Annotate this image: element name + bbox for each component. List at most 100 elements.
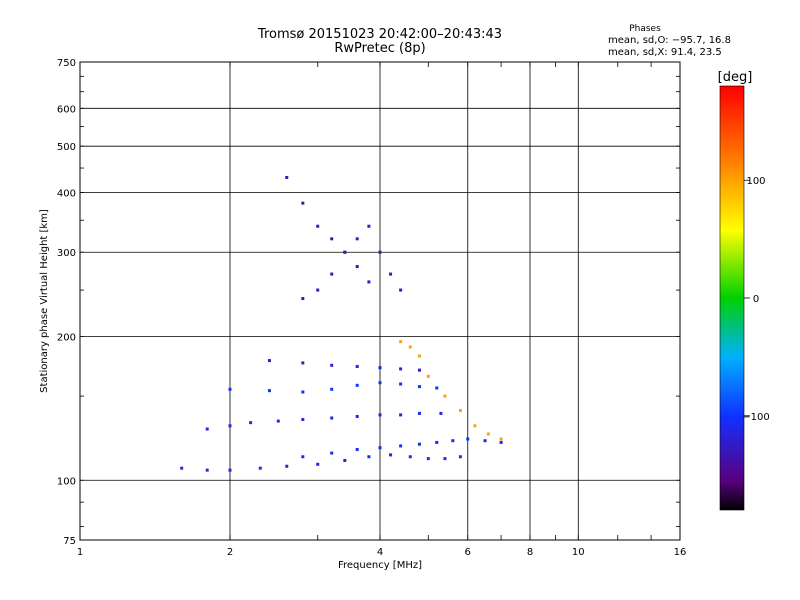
- data-point: [267, 359, 271, 363]
- data-point: [355, 414, 359, 418]
- colorbar-ticks: 100 0 −100: [742, 176, 769, 423]
- data-point: [301, 361, 305, 365]
- data-point: [408, 455, 412, 459]
- x-tick-label: 10: [572, 547, 585, 558]
- data-point: [301, 455, 305, 459]
- data-point: [426, 457, 430, 461]
- data-point: [435, 440, 439, 444]
- x-tick-label: 16: [674, 547, 687, 558]
- data-point: [180, 466, 184, 470]
- data-point: [417, 354, 421, 358]
- phases-x-mean: mean, sd,X: 91.4, 23.5: [608, 47, 722, 58]
- y-tick-label: 500: [57, 142, 76, 153]
- y-tick-label: 200: [57, 332, 76, 343]
- data-point: [399, 367, 403, 371]
- data-point: [330, 237, 334, 241]
- data-point: [367, 224, 371, 228]
- data-point: [355, 383, 359, 387]
- y-tick-label: 750: [57, 58, 76, 69]
- data-point: [228, 424, 232, 428]
- data-point: [399, 444, 403, 448]
- data-point: [458, 408, 462, 412]
- data-point: [316, 224, 320, 228]
- data-point: [330, 363, 334, 367]
- data-point: [451, 439, 455, 443]
- data-point: [276, 419, 280, 423]
- data-point: [285, 464, 289, 468]
- data-point: [443, 394, 447, 398]
- data-point: [399, 413, 403, 417]
- y-tick-label: 100: [57, 476, 76, 487]
- data-point: [417, 442, 421, 446]
- data-point: [301, 297, 305, 301]
- data-point: [378, 366, 382, 370]
- data-point: [355, 237, 359, 241]
- y-tick-label: 300: [57, 248, 76, 259]
- data-point: [267, 389, 271, 393]
- data-point: [205, 427, 209, 431]
- data-point: [378, 413, 382, 417]
- data-point: [389, 453, 393, 457]
- chart-title: Tromsø 20151023 20:42:00–20:43:43: [257, 27, 502, 42]
- data-point: [343, 250, 347, 254]
- data-point: [443, 457, 447, 461]
- chart-subtitle: RwPretec (8p): [334, 41, 425, 56]
- phases-o-mean: mean, sd,O: −95.7, 16.8: [608, 35, 731, 46]
- data-point: [417, 368, 421, 372]
- data-point: [205, 468, 209, 472]
- data-point: [316, 462, 320, 466]
- y-axis-ticks: 75 100 200 300 400 500 600 750: [57, 58, 680, 547]
- data-point: [367, 455, 371, 459]
- data-point: [439, 411, 443, 415]
- x-tick-label: 8: [527, 547, 533, 558]
- y-axis-label: Stationary phase Virtual Height [km]: [39, 209, 50, 393]
- grid-lines: [80, 62, 680, 540]
- data-point: [473, 424, 477, 428]
- data-point: [389, 272, 393, 276]
- data-point: [378, 446, 382, 450]
- data-point: [399, 382, 403, 386]
- colorbar-label: [deg]: [718, 70, 753, 85]
- data-point: [301, 390, 305, 394]
- data-point: [378, 250, 382, 254]
- data-point: [228, 387, 232, 391]
- y-tick-label: 400: [57, 188, 76, 199]
- data-point: [417, 385, 421, 389]
- x-tick-label: 6: [465, 547, 471, 558]
- data-point: [399, 340, 403, 344]
- phases-title: Phases: [629, 24, 661, 34]
- data-point: [330, 416, 334, 420]
- data-point: [499, 440, 503, 444]
- y-tick-label: 75: [63, 536, 76, 547]
- data-point: [301, 418, 305, 422]
- colorbar-tick-label: −100: [742, 412, 769, 423]
- data-point: [408, 345, 412, 349]
- data-point: [417, 411, 421, 415]
- x-tick-label: 1: [77, 547, 83, 558]
- data-point: [486, 432, 490, 436]
- data-point: [435, 386, 439, 390]
- data-point: [355, 447, 359, 451]
- data-points: [180, 175, 503, 472]
- data-point: [285, 175, 289, 179]
- data-point: [466, 437, 470, 441]
- colorbar: [719, 85, 745, 511]
- y-tick-label: 600: [57, 104, 76, 115]
- x-axis-label: Frequency [MHz]: [338, 560, 422, 571]
- data-point: [399, 288, 403, 292]
- colorbar-tick-label: 100: [746, 176, 765, 187]
- data-point: [426, 374, 430, 378]
- data-point: [330, 451, 334, 455]
- data-point: [343, 458, 347, 462]
- data-point: [258, 466, 262, 470]
- data-point: [458, 455, 462, 459]
- x-tick-label: 2: [227, 547, 233, 558]
- data-point: [249, 421, 253, 425]
- data-point: [330, 387, 334, 391]
- data-point: [367, 280, 371, 284]
- data-point: [228, 468, 232, 472]
- data-point: [378, 381, 382, 385]
- x-tick-label: 4: [377, 547, 383, 558]
- x-axis-ticks: 1 2 4 6 8 10 16: [77, 62, 687, 558]
- colorbar-tick-label: 0: [753, 294, 759, 305]
